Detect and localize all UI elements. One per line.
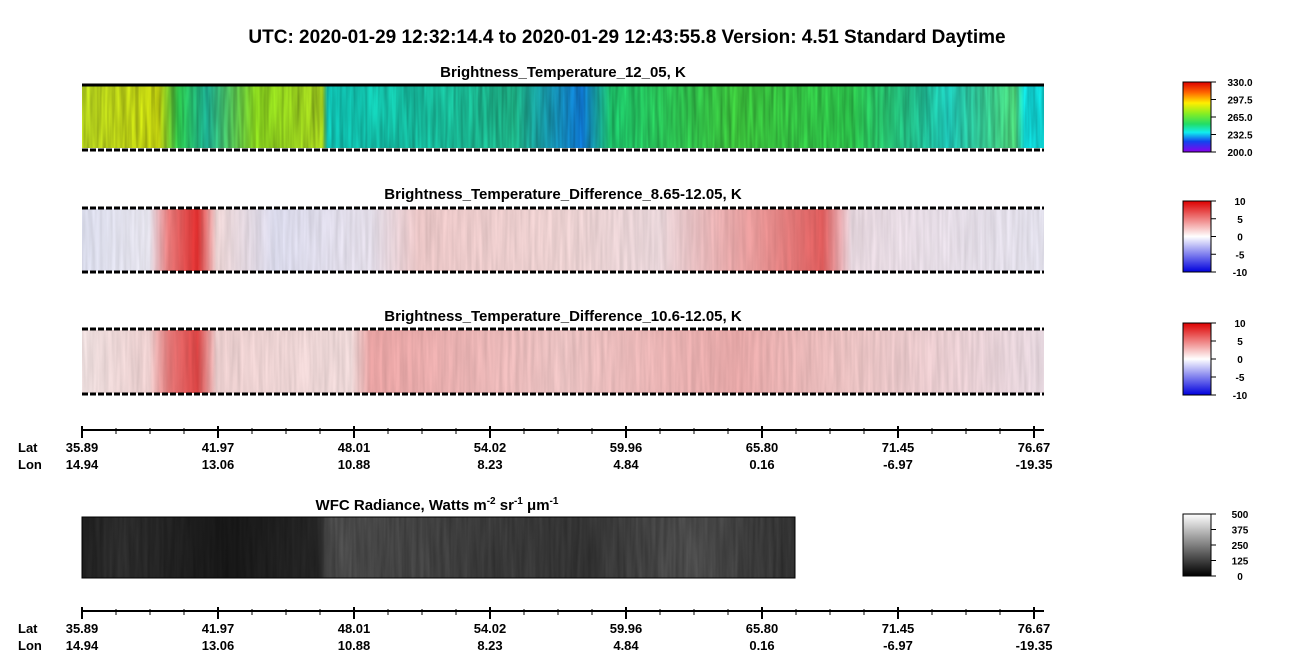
colorbar-label: 5 xyxy=(1237,215,1243,226)
panel-title: WFC Radiance, Watts m-2 sr-1 μm-1 xyxy=(316,496,559,514)
lon-label: -19.35 xyxy=(1016,638,1053,653)
colorbar xyxy=(1182,200,1212,273)
colorbar-label: -10 xyxy=(1233,391,1248,402)
axis-label: Lon xyxy=(18,638,42,653)
lat-label: 35.89 xyxy=(66,621,99,636)
colorbar-label: 232.5 xyxy=(1227,131,1252,142)
lon-label: -6.97 xyxy=(883,457,913,472)
colorbar-label: 125 xyxy=(1232,557,1249,568)
lat-label: 76.67 xyxy=(1018,621,1051,636)
lat-label: 65.80 xyxy=(746,440,779,455)
panel-title: Brightness_Temperature_12_05, K xyxy=(440,64,686,81)
texture xyxy=(82,330,1044,393)
texture xyxy=(82,517,795,578)
lon-label: 8.23 xyxy=(477,457,502,472)
colorbar-label: 297.5 xyxy=(1227,96,1252,107)
lon-label: 10.88 xyxy=(338,457,371,472)
colorbar-label: 10 xyxy=(1234,197,1246,208)
lat-label: 41.97 xyxy=(202,440,235,455)
texture xyxy=(82,209,1044,271)
colorbar-label: 265.0 xyxy=(1227,113,1252,124)
dynamic: 330.0 297.5 265.0 232.5 200.0 10 5 0 -5 -10 10 5 0 -5… xyxy=(18,78,1253,653)
lat-label: 48.01 xyxy=(338,621,371,636)
lon-label: 4.84 xyxy=(613,457,639,472)
axis-label: Lat xyxy=(18,440,38,455)
colorbar-label: 330.0 xyxy=(1227,78,1252,89)
colorbar xyxy=(1182,81,1212,153)
lat-label: 65.80 xyxy=(746,621,779,636)
lat-label: 71.45 xyxy=(882,440,915,455)
colorbar-label: 250 xyxy=(1232,541,1249,552)
lat-label: 54.02 xyxy=(474,621,507,636)
colorbar-label: 200.0 xyxy=(1227,148,1252,159)
lon-label: 13.06 xyxy=(202,638,235,653)
panel-title: Brightness_Temperature_Difference_10.6-1… xyxy=(384,308,742,325)
lon-label: 13.06 xyxy=(202,457,235,472)
colorbar-label: -10 xyxy=(1233,268,1248,279)
lon-label: 0.16 xyxy=(749,457,774,472)
lat-label: 35.89 xyxy=(66,440,99,455)
lon-label: 10.88 xyxy=(338,638,371,653)
lat-label: 59.96 xyxy=(610,621,643,636)
colorbar-label: 0 xyxy=(1237,355,1243,366)
page-title: UTC: 2020-01-29 12:32:14.4 to 2020-01-29… xyxy=(248,27,1005,48)
borders xyxy=(82,83,1044,396)
texture xyxy=(82,86,1044,148)
lon-label: -19.35 xyxy=(1016,457,1053,472)
lat-label: 76.67 xyxy=(1018,440,1051,455)
lon-label: 14.94 xyxy=(66,457,99,472)
colorbar-label: 5 xyxy=(1237,337,1243,348)
axis-label: Lat xyxy=(18,621,38,636)
panel-title: Brightness_Temperature_Difference_8.65-1… xyxy=(384,186,742,203)
colorbar-label: 0 xyxy=(1237,572,1243,583)
colorbar xyxy=(1182,322,1212,396)
colorbar-label: -5 xyxy=(1236,250,1245,261)
colorbar xyxy=(1182,513,1212,577)
lon-label: 4.84 xyxy=(613,638,639,653)
lat-label: 71.45 xyxy=(882,621,915,636)
lat-label: 48.01 xyxy=(338,440,371,455)
lon-label: -6.97 xyxy=(883,638,913,653)
lon-label: 14.94 xyxy=(66,638,99,653)
colorbar-label: -5 xyxy=(1236,373,1245,384)
colorbar-label: 0 xyxy=(1237,233,1243,244)
lon-label: 8.23 xyxy=(477,638,502,653)
lon-label: 0.16 xyxy=(749,638,774,653)
colorbar-label: 500 xyxy=(1232,510,1249,521)
axis-label: Lon xyxy=(18,457,42,472)
lat-label: 41.97 xyxy=(202,621,235,636)
colorbar-label: 10 xyxy=(1234,319,1246,330)
lat-label: 54.02 xyxy=(474,440,507,455)
colorbar-label: 375 xyxy=(1232,526,1249,537)
lat-label: 59.96 xyxy=(610,440,643,455)
